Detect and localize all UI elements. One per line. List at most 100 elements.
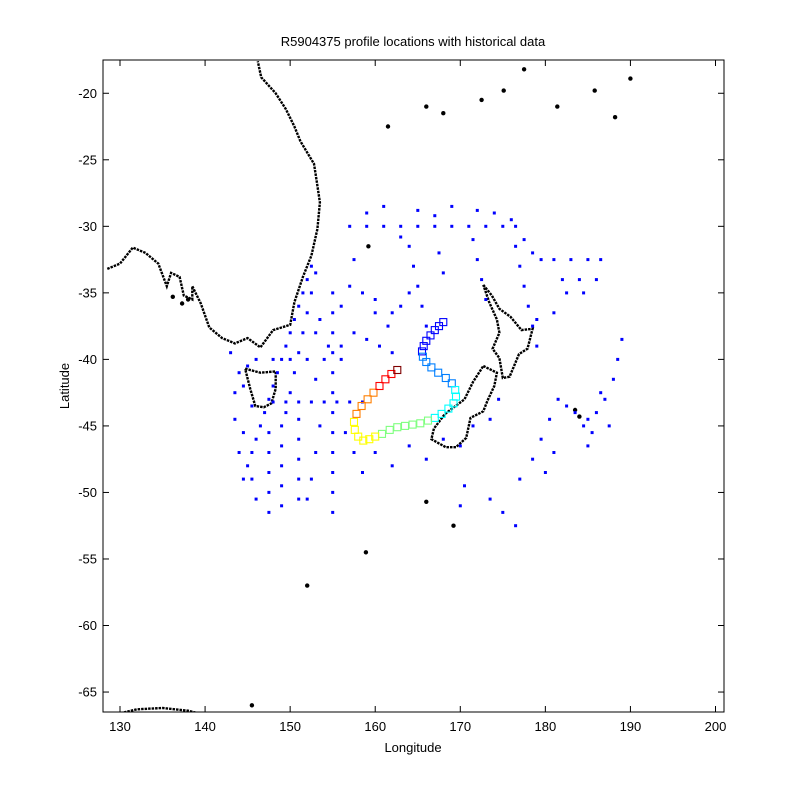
island-mark — [479, 97, 484, 103]
historical-point — [586, 258, 590, 262]
x-tick-label: 130 — [109, 719, 131, 734]
profile-point — [393, 423, 402, 432]
island-mark — [305, 583, 310, 588]
historical-point — [518, 264, 522, 268]
historical-point — [348, 224, 352, 228]
profile-point — [352, 409, 361, 418]
y-tick-label: -60 — [78, 618, 97, 633]
historical-point — [250, 404, 254, 408]
island-mark — [628, 76, 633, 81]
historical-point — [497, 397, 501, 401]
historical-point — [586, 444, 590, 448]
historical-point — [471, 424, 475, 428]
historical-point — [407, 244, 411, 248]
historical-point — [237, 451, 241, 454]
historical-point — [526, 304, 530, 308]
island-mark — [179, 301, 185, 306]
historical-point — [284, 344, 288, 348]
historical-point — [569, 258, 573, 262]
historical-point — [314, 451, 318, 454]
profile-point — [444, 404, 453, 413]
profile-point — [363, 395, 372, 404]
profile-point — [350, 425, 359, 434]
historical-profiles-layer — [229, 204, 624, 528]
historical-point — [607, 424, 611, 428]
historical-point — [326, 344, 330, 348]
historical-point — [343, 431, 347, 435]
x-tick-label: 150 — [279, 719, 301, 734]
historical-point — [297, 400, 301, 404]
island-mark — [555, 104, 560, 109]
historical-point — [416, 224, 420, 228]
historical-point — [450, 224, 454, 228]
y-tick-label: -35 — [78, 285, 97, 300]
historical-point — [339, 304, 343, 308]
historical-point — [548, 417, 552, 421]
x-tick-label: 180 — [535, 719, 557, 734]
historical-point — [267, 490, 271, 494]
historical-point — [309, 477, 313, 481]
historical-point — [280, 484, 284, 488]
historical-point — [552, 258, 556, 262]
historical-point — [399, 235, 403, 239]
historical-point — [599, 391, 603, 395]
historical-point — [271, 384, 275, 388]
historical-point — [309, 264, 313, 268]
historical-point — [365, 211, 369, 215]
profile-point — [349, 417, 359, 426]
profile-point — [427, 363, 436, 372]
historical-point — [258, 424, 262, 428]
historical-point — [467, 224, 471, 228]
profile-point — [385, 425, 394, 434]
profile-point — [434, 368, 443, 377]
historical-point — [305, 497, 309, 501]
historical-point — [441, 437, 445, 441]
historical-point — [254, 437, 258, 441]
historical-point — [560, 278, 564, 282]
historical-point — [458, 444, 462, 448]
profile-point — [423, 416, 433, 425]
profile-point — [408, 420, 417, 429]
historical-point — [539, 437, 543, 441]
historical-point — [556, 397, 560, 401]
historical-point — [250, 451, 254, 454]
historical-point — [365, 224, 369, 228]
historical-point — [318, 424, 322, 428]
x-tick-label: 200 — [705, 719, 727, 734]
historical-point — [501, 224, 505, 228]
y-axis-label: Latitude — [57, 363, 72, 409]
island-mark — [385, 124, 391, 129]
island-mark — [424, 499, 429, 504]
historical-point — [531, 457, 535, 461]
island-mark — [249, 703, 255, 708]
historical-point — [535, 344, 539, 348]
float-profiles-layer — [349, 318, 461, 445]
historical-point — [577, 278, 581, 282]
profile-point — [357, 401, 366, 411]
y-tick-label: -65 — [78, 685, 97, 700]
historical-point — [292, 318, 296, 321]
x-tick-label: 190 — [620, 719, 642, 734]
historical-point — [297, 417, 301, 421]
historical-point — [407, 444, 411, 448]
x-tick-label: 170 — [449, 719, 471, 734]
y-tick-label: -20 — [78, 86, 97, 101]
historical-point — [233, 391, 237, 395]
historical-point — [267, 471, 271, 474]
historical-point — [297, 437, 301, 441]
historical-point — [437, 251, 441, 255]
profile-point — [430, 326, 439, 335]
y-tick-label: -40 — [78, 352, 97, 367]
historical-point — [352, 451, 356, 454]
historical-point — [399, 304, 403, 308]
profile-point — [369, 388, 378, 397]
historical-point — [514, 244, 518, 248]
x-axis-label: Longitude — [384, 740, 441, 755]
historical-point — [378, 344, 381, 348]
profile-point — [426, 331, 435, 340]
historical-point — [314, 331, 318, 335]
historical-point — [484, 224, 488, 228]
x-tick-label: 160 — [364, 719, 386, 734]
historical-point — [229, 351, 233, 355]
